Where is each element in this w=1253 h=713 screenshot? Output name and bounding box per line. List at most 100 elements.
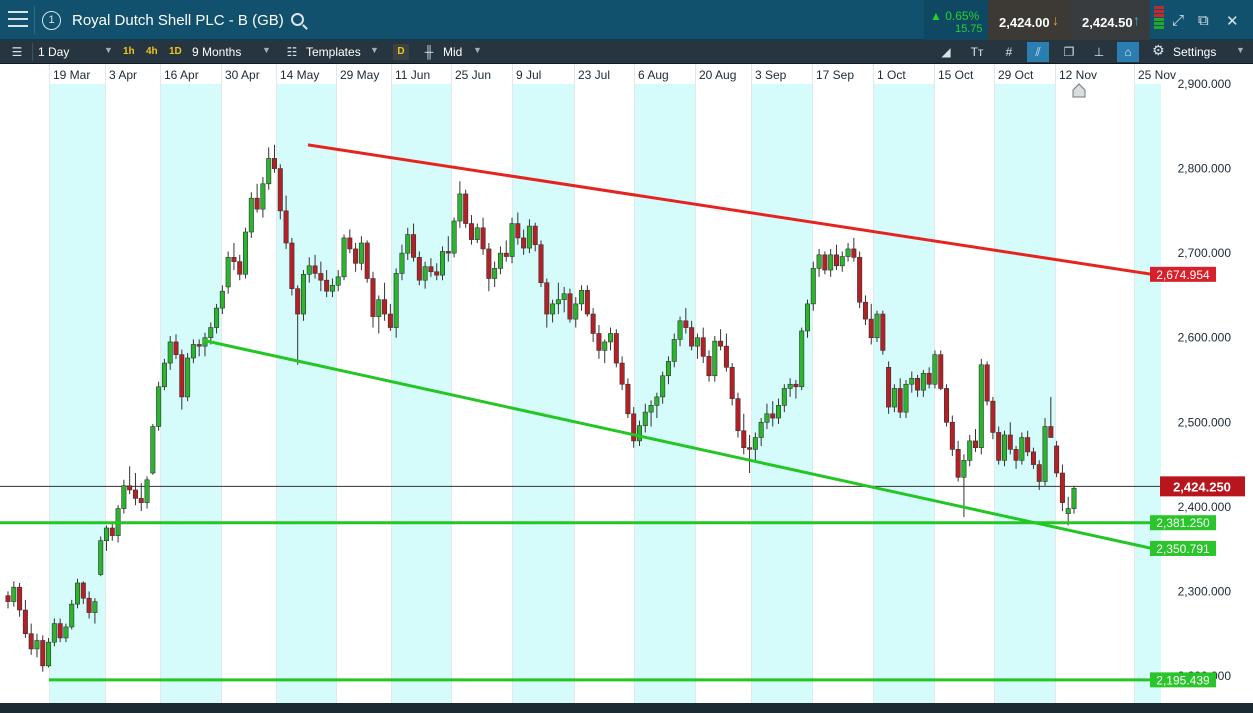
candle-bullish [121,485,127,509]
sidebar-icon[interactable]: ☰ [11,45,23,59]
price-type-select[interactable]: Mid [443,45,463,59]
candle-bearish [480,227,486,250]
candle-bullish [69,603,75,628]
candle-bullish [51,623,57,643]
crosshair-icon[interactable]: # [1005,45,1013,59]
price-tool-icon[interactable]: ⊥ [1093,45,1105,59]
candle-bearish [486,248,492,279]
x-tick-label: 16 Apr [164,68,199,82]
settings-button[interactable]: Settings [1173,45,1217,59]
x-tick-label: 23 Jul [578,68,610,82]
candle-bullish [260,183,266,210]
menu-icon[interactable] [8,11,28,29]
channel-icon[interactable]: ⫽ [1027,42,1049,62]
quick-interval-1h[interactable]: 1h [123,46,135,57]
candle-bearish [770,413,776,419]
y-tick-label: 2,300.000 [1178,584,1232,598]
candle-bearish [880,313,886,351]
candle-bearish [915,378,921,391]
candle-bearish [463,193,469,224]
candle-bearish [57,623,63,639]
candle-bullish [185,357,191,398]
candle-bullish [376,299,382,317]
candle-bullish [214,307,220,328]
candle-bearish [897,388,903,413]
candle-bearish [822,254,828,271]
depth-icon[interactable] [1154,6,1164,34]
quick-interval-4h[interactable]: 4h [146,46,158,57]
candle-bearish [532,225,538,245]
candle-bearish [938,354,944,389]
x-tick-label: 19 Mar [53,68,90,82]
candle-bearish [277,168,283,212]
trendline-price-label: 2,350.791 [1156,542,1210,556]
candle-bullish [451,220,457,254]
range-select[interactable]: 9 Months [192,45,242,59]
candle-bullish [457,193,463,222]
candle-bearish [747,447,753,450]
candle-bullish [665,361,671,377]
candle-bearish [283,210,289,244]
close-icon[interactable]: ✕ [1226,13,1239,30]
chevron-down-icon[interactable]: ▼ [262,45,271,55]
chevron-down-icon[interactable]: ▼ [1236,45,1245,55]
candle-bearish [741,430,747,448]
candle-bullish [329,284,335,292]
candle-bearish [468,223,474,240]
label-tool-icon[interactable]: ⌂ [1117,42,1139,62]
candle-bullish [440,251,446,276]
support-low-price-label: 2,195.439 [1156,673,1210,687]
buy-price[interactable]: 2,424.50 [1082,15,1133,30]
candle-bearish [271,158,277,169]
y-tick-label: 2,900.000 [1178,77,1232,91]
chevron-down-icon[interactable]: ▼ [370,45,379,55]
text-tool-icon[interactable]: Tт [970,45,984,59]
candle-bullish [335,276,341,286]
search-icon[interactable] [291,13,304,26]
candle-bullish [932,354,938,385]
candle-bearish [955,449,961,478]
candle-bearish [515,223,521,239]
chevron-down-icon[interactable]: ▼ [473,45,482,55]
templates-button[interactable]: Templates [306,45,361,59]
candle-bullish [1065,508,1071,514]
candle-bearish [689,327,695,347]
date-band [160,84,221,703]
draw-line-icon[interactable]: ◢ [941,45,951,59]
candle-bearish [254,197,260,210]
candle-bearish [868,318,874,339]
candle-icon[interactable]: ╫ [424,45,434,59]
chevron-down-icon[interactable]: ▼ [104,45,113,55]
gear-icon[interactable]: ⚙ [1152,42,1165,58]
sell-button[interactable] [988,0,1070,40]
date-band [512,84,574,703]
candle-bearish [80,582,86,599]
candle-bullish [781,388,787,406]
interval-select[interactable]: 1 Day [38,45,70,59]
date-band [1134,84,1161,703]
candle-bullish [776,405,782,419]
candle-bullish [497,252,503,269]
candle-bullish [248,197,254,233]
candle-bullish [561,293,567,300]
candle-bearish [1025,437,1031,453]
sell-price[interactable]: 2,424.00 [999,15,1050,30]
price-type-badge[interactable]: D [393,44,409,60]
x-tick-label: 11 Jun [395,68,430,82]
candle-bearish [521,237,527,249]
templates-icon[interactable]: ☷ [286,45,298,59]
popout-icon[interactable]: ⧉ [1198,12,1209,29]
candle-bullish [579,290,585,305]
candle-bullish [671,339,677,362]
candle-bearish [364,242,370,279]
candle-bearish [706,356,712,377]
candle-bullish [1001,434,1007,461]
expand-icon[interactable]: ⤢ [1172,12,1185,29]
account-badge[interactable]: 1 [42,11,61,30]
copy-icon[interactable]: ❐ [1063,45,1075,59]
candle-bullish [608,333,614,343]
quick-interval-1d[interactable]: 1D [169,46,182,57]
buy-button[interactable] [1070,0,1150,40]
candle-bullish [660,375,666,398]
